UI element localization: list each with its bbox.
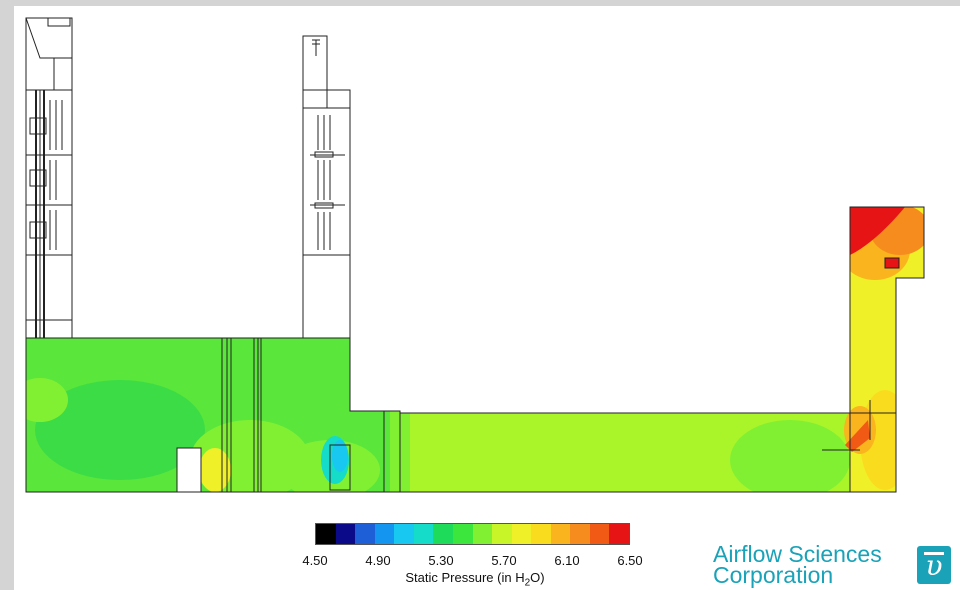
colorbar-tick: 4.90 (365, 553, 391, 568)
window-frame-top (0, 0, 960, 6)
colorbar-label: Static Pressure (in H2O) (405, 570, 545, 589)
colorbar-tick: 6.50 (617, 553, 643, 568)
colorbar-swatch (511, 524, 532, 544)
colorbar-swatch (609, 524, 629, 544)
contour-field (26, 207, 924, 492)
colorbar-swatch (316, 524, 336, 544)
company-logo: Airflow Sciences Corporation υ (713, 540, 953, 590)
colorbar-tick: 5.30 (428, 553, 454, 568)
logo-wordmark: Airflow Sciences Corporation (713, 541, 882, 588)
colorbar-swatch (355, 524, 375, 544)
colorbar-swatch (394, 524, 414, 544)
window-frame-left (0, 0, 14, 590)
left-stack (25, 17, 73, 339)
colorbar-swatch (570, 524, 590, 544)
colorbar-swatch (413, 524, 434, 544)
colorbar (315, 523, 630, 545)
middle-stack (302, 35, 351, 339)
colorbar-swatch (335, 524, 356, 544)
colorbar-swatch (589, 524, 610, 544)
duct-notch (176, 447, 202, 493)
logo-mark-icon: υ (917, 546, 951, 584)
duct-outline (25, 206, 925, 493)
colorbar-swatch (374, 524, 395, 544)
colorbar-swatch (472, 524, 493, 544)
colorbar-swatch (452, 524, 473, 544)
colorbar-swatch (550, 524, 571, 544)
colorbar-tick: 6.10 (554, 553, 580, 568)
colorbar-swatch (492, 524, 512, 544)
colorbar-swatch (433, 524, 453, 544)
baffle-box (329, 444, 351, 491)
colorbar-swatch (531, 524, 551, 544)
colorbar-tick: 5.70 (491, 553, 517, 568)
internal-walls (221, 257, 900, 492)
colorbar-tick: 4.50 (302, 553, 328, 568)
colorbar-legend: 4.50 4.90 5.30 5.70 6.10 6.50 Static Pre… (295, 520, 655, 590)
